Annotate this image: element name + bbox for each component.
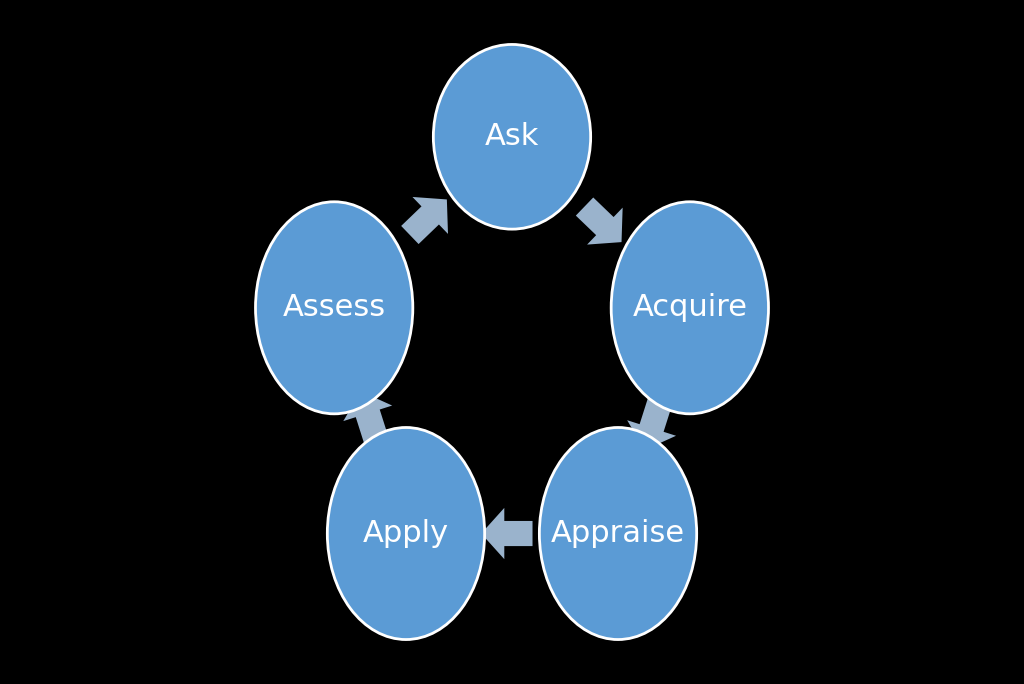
Polygon shape [481,508,532,560]
Ellipse shape [328,428,484,640]
Ellipse shape [256,202,413,414]
Ellipse shape [540,428,696,640]
Polygon shape [627,397,676,450]
Polygon shape [575,198,623,245]
Text: Ask: Ask [484,122,540,151]
Ellipse shape [611,202,768,414]
Text: Acquire: Acquire [633,293,748,322]
Text: Appraise: Appraise [551,519,685,548]
Text: Apply: Apply [362,519,450,548]
Text: Assess: Assess [283,293,386,322]
Polygon shape [343,391,392,444]
Ellipse shape [433,44,591,229]
Polygon shape [401,197,447,244]
